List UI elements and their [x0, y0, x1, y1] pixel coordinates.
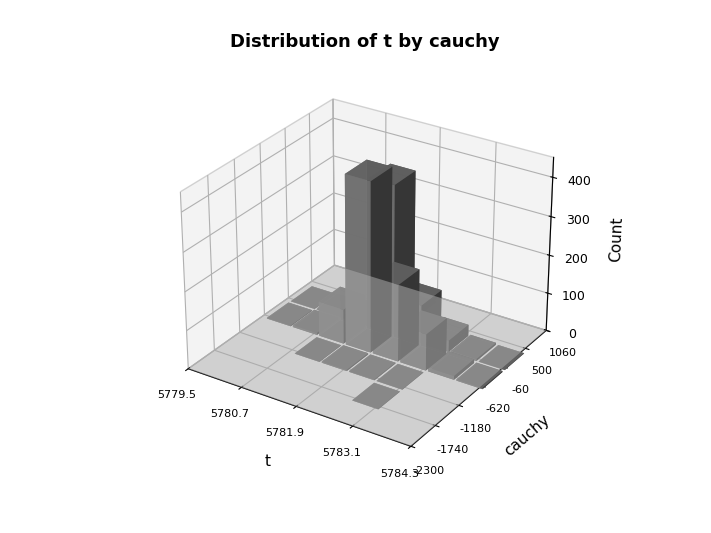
X-axis label: t: t [264, 455, 271, 470]
Y-axis label: cauchy: cauchy [501, 412, 552, 459]
Title: Distribution of t by cauchy: Distribution of t by cauchy [230, 33, 499, 51]
